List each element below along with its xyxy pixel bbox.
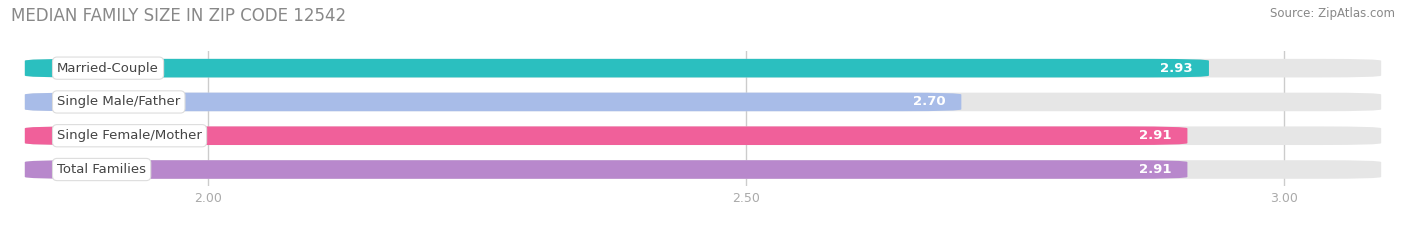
Text: Source: ZipAtlas.com: Source: ZipAtlas.com [1270, 7, 1395, 20]
FancyBboxPatch shape [25, 59, 1209, 77]
FancyBboxPatch shape [25, 127, 1381, 145]
Text: MEDIAN FAMILY SIZE IN ZIP CODE 12542: MEDIAN FAMILY SIZE IN ZIP CODE 12542 [11, 7, 346, 25]
FancyBboxPatch shape [25, 93, 1381, 111]
Text: 2.70: 2.70 [912, 96, 945, 108]
Text: Married-Couple: Married-Couple [58, 62, 159, 75]
Text: Total Families: Total Families [58, 163, 146, 176]
Text: 2.93: 2.93 [1160, 62, 1192, 75]
FancyBboxPatch shape [25, 93, 962, 111]
Text: Single Male/Father: Single Male/Father [58, 96, 180, 108]
FancyBboxPatch shape [25, 127, 1188, 145]
Text: 2.91: 2.91 [1139, 129, 1171, 142]
FancyBboxPatch shape [25, 59, 1381, 77]
FancyBboxPatch shape [25, 160, 1188, 179]
Text: 2.91: 2.91 [1139, 163, 1171, 176]
FancyBboxPatch shape [25, 160, 1381, 179]
Text: Single Female/Mother: Single Female/Mother [58, 129, 202, 142]
